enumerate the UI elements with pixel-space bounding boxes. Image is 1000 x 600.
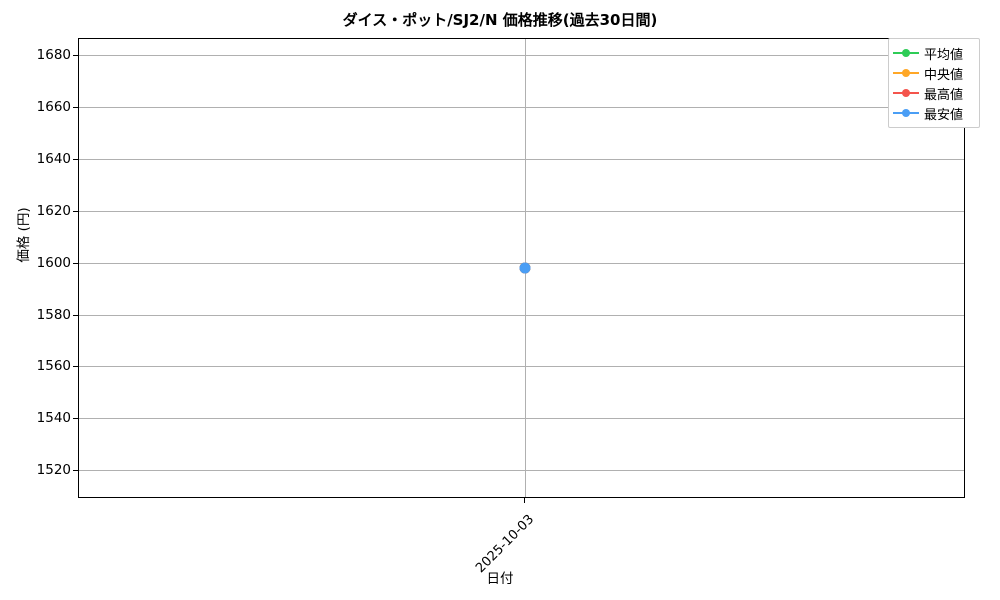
- y-tick-label: 1560: [36, 358, 71, 374]
- gridline-horizontal: [79, 470, 964, 471]
- y-tick-mark: [73, 263, 78, 265]
- legend-label: 平均値: [924, 47, 964, 63]
- y-tick-label: 1540: [36, 410, 71, 426]
- legend[interactable]: 平均値 中央値 最高値 最安値: [888, 38, 980, 128]
- y-tick-label: 1660: [36, 99, 71, 115]
- y-tick-mark: [73, 366, 78, 368]
- gridline-horizontal: [79, 418, 964, 419]
- legend-swatch-icon: [893, 87, 919, 99]
- y-axis-label: 価格 (円): [16, 207, 32, 263]
- y-tick-mark: [73, 315, 78, 317]
- legend-item-saiyasuchi[interactable]: 最安値: [893, 103, 974, 123]
- x-axis-label: 日付: [486, 571, 514, 587]
- y-tick-mark: [73, 211, 78, 213]
- data-point-saiyasuchi: [519, 262, 531, 274]
- y-tick-mark: [73, 470, 78, 472]
- legend-swatch-icon: [893, 107, 919, 119]
- gridline-horizontal: [79, 315, 964, 316]
- y-tick-label: 1520: [36, 462, 71, 478]
- y-tick-mark: [73, 418, 78, 420]
- gridline-horizontal: [79, 211, 964, 212]
- y-tick-mark: [73, 159, 78, 161]
- x-tick-mark: [524, 498, 526, 503]
- legend-item-saikouchi[interactable]: 最高値: [893, 83, 974, 103]
- y-tick-label: 1600: [36, 255, 71, 271]
- gridline-horizontal: [79, 159, 964, 160]
- y-tick-label: 1640: [36, 151, 71, 167]
- legend-item-heikinchi[interactable]: 平均値: [893, 43, 974, 63]
- plot-area: [78, 38, 965, 498]
- gridline-horizontal: [79, 107, 964, 108]
- y-tick-label: 1620: [36, 203, 71, 219]
- legend-swatch-icon: [893, 47, 919, 59]
- gridline-horizontal: [79, 366, 964, 367]
- legend-item-chuouchi[interactable]: 中央値: [893, 63, 974, 83]
- y-tick-label: 1680: [36, 47, 71, 63]
- legend-swatch-icon: [893, 67, 919, 79]
- legend-label: 中央値: [924, 67, 964, 83]
- gridline-horizontal: [79, 55, 964, 56]
- y-tick-label: 1580: [36, 307, 71, 323]
- legend-label: 最高値: [924, 87, 964, 103]
- legend-label: 最安値: [924, 107, 964, 123]
- y-tick-mark: [73, 107, 78, 109]
- chart-title: ダイス・ポット/SJ2/N 価格推移(過去30日間): [342, 11, 658, 29]
- y-tick-mark: [73, 55, 78, 57]
